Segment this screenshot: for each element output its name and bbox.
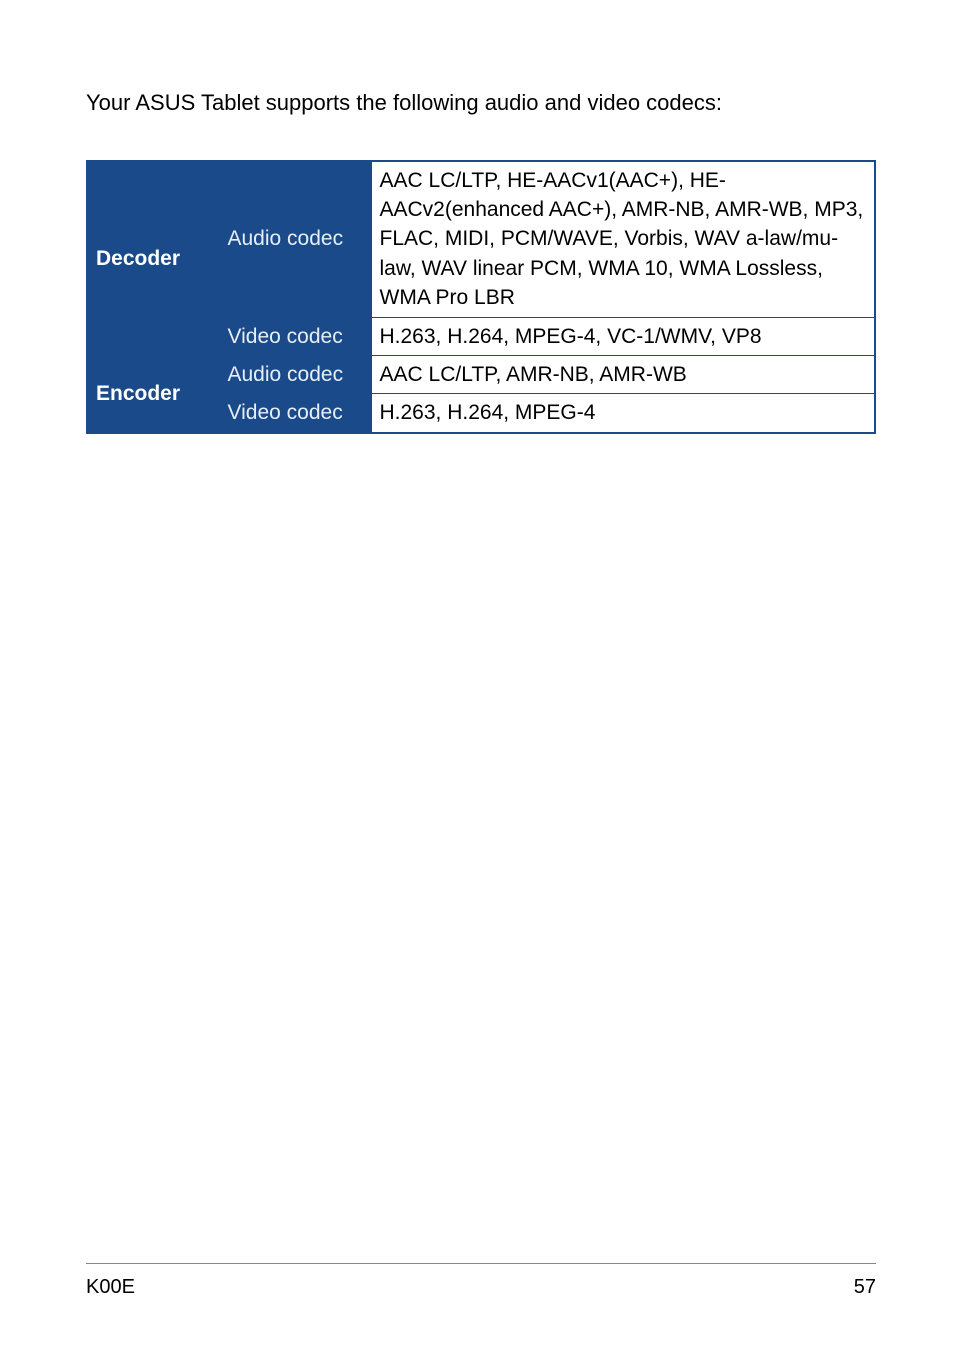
- table-row: Encoder Audio codec AAC LC/LTP, AMR-NB, …: [87, 356, 875, 394]
- category-cell-decoder: Decoder: [87, 161, 219, 356]
- codec-value-cell: H.263, H.264, MPEG-4: [371, 394, 875, 433]
- codec-value-cell: AAC LC/LTP, AMR-NB, AMR-WB: [371, 356, 875, 394]
- codec-type-cell: Video codec: [219, 394, 371, 433]
- page-content: Your ASUS Tablet supports the following …: [0, 0, 954, 1357]
- codec-table: Decoder Audio codec AAC LC/LTP, HE-AACv1…: [86, 160, 876, 434]
- table-row: Decoder Audio codec AAC LC/LTP, HE-AACv1…: [87, 161, 875, 317]
- codec-type-cell: Video codec: [219, 317, 371, 355]
- codec-value-cell: AAC LC/LTP, HE-AACv1(AAC+), HE-AACv2(enh…: [371, 161, 875, 317]
- category-cell-encoder: Encoder: [87, 356, 219, 433]
- footer-row: K00E 57: [86, 1276, 876, 1299]
- footer-page-number: 57: [854, 1276, 876, 1299]
- page-footer: K00E 57: [0, 1263, 954, 1299]
- codec-type-cell: Audio codec: [219, 161, 371, 317]
- codec-type-cell: Audio codec: [219, 356, 371, 394]
- codec-value-cell: H.263, H.264, MPEG-4, VC-1/WMV, VP8: [371, 317, 875, 355]
- intro-paragraph: Your ASUS Tablet supports the following …: [86, 88, 876, 118]
- footer-model: K00E: [86, 1276, 135, 1299]
- footer-divider: [86, 1263, 876, 1264]
